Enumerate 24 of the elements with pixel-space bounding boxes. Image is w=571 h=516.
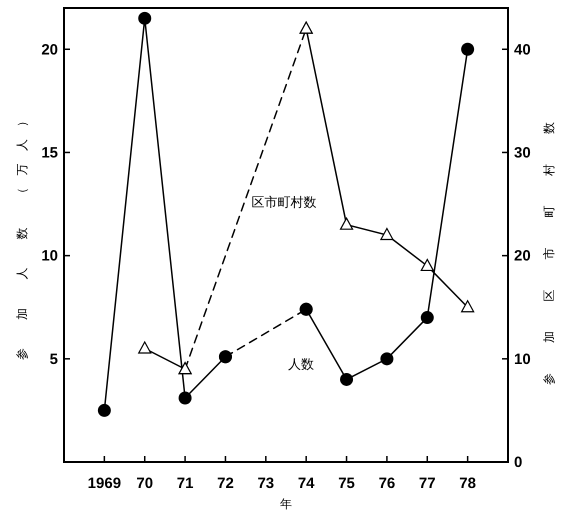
y2-tick-label: 30	[514, 144, 531, 162]
y2-tick-label: 40	[514, 41, 531, 58]
y-tick-label: 20	[41, 41, 58, 58]
x-tick-label: 72	[217, 475, 234, 492]
x-axis-title: 年	[280, 497, 292, 511]
y-axis-title: 参 加 人 数 （万人）	[15, 115, 29, 360]
x-tick-label: 71	[176, 475, 194, 492]
series-label: 区市町村数	[252, 196, 317, 211]
x-tick-label: 1969	[88, 475, 122, 492]
y-tick-label: 15	[41, 144, 58, 162]
x-tick-label: 77	[418, 475, 436, 492]
x-tick-label: 73	[257, 475, 274, 492]
y-tick-label: 10	[41, 248, 58, 265]
y2-axis-title: 参 加 区 市 町 村 数	[542, 122, 556, 385]
x-tick-label: 70	[136, 475, 154, 492]
y2-tick-label: 10	[514, 350, 531, 368]
y-tick-label: 5	[50, 350, 58, 368]
series-label: 人数	[288, 357, 314, 372]
y2-tick-label: 0	[514, 454, 522, 471]
x-tick-label: 76	[378, 475, 396, 492]
x-tick-label: 75	[338, 475, 355, 492]
y2-tick-label: 20	[514, 248, 531, 265]
x-tick-label: 78	[459, 475, 476, 492]
x-tick-label: 74	[298, 475, 316, 492]
